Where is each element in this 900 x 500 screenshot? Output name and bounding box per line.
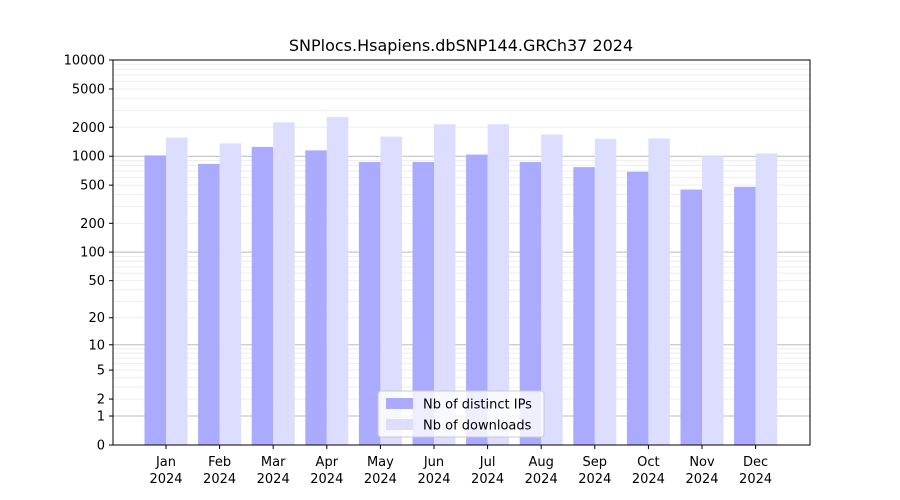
- bar-distinct-ips-dec: [734, 186, 756, 445]
- y-tick-label: 2: [97, 393, 105, 408]
- bar-distinct-ips-apr: [305, 150, 327, 445]
- x-tick-label-month: May: [367, 455, 394, 470]
- x-tick-label-month: Sep: [583, 455, 608, 470]
- legend-box: [377, 390, 545, 438]
- x-tick-label-month: Jun: [423, 455, 444, 470]
- legend-swatch: [386, 419, 413, 430]
- x-tick-label-month: Mar: [261, 455, 286, 470]
- chart-title: SNPlocs.Hsapiens.dbSNP144.GRCh37 2024: [289, 36, 633, 55]
- x-tick-label-year: 2024: [471, 472, 504, 487]
- bar-downloads-aug: [541, 134, 563, 445]
- bar-downloads-dec: [755, 153, 778, 445]
- y-tick-label: 20: [88, 311, 105, 326]
- x-tick-label-year: 2024: [257, 472, 290, 487]
- bar-downloads-jun: [434, 124, 456, 445]
- x-tick-label-year: 2024: [149, 472, 182, 487]
- bar-distinct-ips-mar: [251, 146, 274, 446]
- y-tick-label: 10000: [64, 54, 105, 69]
- x-tick-label-year: 2024: [685, 472, 718, 487]
- bar-distinct-ips-jun: [412, 162, 434, 446]
- y-tick-label: 5: [97, 364, 105, 379]
- x-tick-label-month: Dec: [743, 455, 768, 470]
- y-tick-label: 0: [97, 439, 105, 454]
- legend-swatch: [386, 398, 413, 409]
- bar-downloads-apr: [326, 117, 349, 446]
- bar-distinct-ips-jan: [144, 155, 166, 446]
- y-tick-label: 5000: [72, 82, 105, 97]
- y-tick-label: 200: [80, 217, 105, 232]
- x-tick-label-year: 2024: [578, 472, 611, 487]
- bar-downloads-sep: [594, 138, 617, 445]
- x-axis: Jan 2024 Feb 2024 Mar 2024 Apr 2024 May 2024 Jun 20…: [149, 445, 772, 487]
- y-tick-label: 10: [88, 338, 105, 353]
- bar-distinct-ips-aug: [519, 162, 542, 446]
- x-tick-label-year: 2024: [364, 472, 397, 487]
- x-tick-label-month: Nov: [689, 455, 715, 470]
- bar-downloads-oct: [648, 138, 670, 445]
- x-tick-label-month: Apr: [316, 455, 339, 470]
- x-tick-label-year: 2024: [739, 472, 772, 487]
- bar-distinct-ips-may: [358, 162, 381, 446]
- y-tick-label: 50: [88, 274, 105, 289]
- x-tick-label-year: 2024: [525, 472, 558, 487]
- x-tick-label-year: 2024: [310, 472, 343, 487]
- x-tick-label-year: 2024: [203, 472, 236, 487]
- x-tick-label-month: Feb: [208, 455, 231, 470]
- bar-downloads-may: [380, 136, 402, 445]
- bar-downloads-jan: [166, 137, 188, 445]
- x-tick-label-month: Oct: [637, 455, 659, 470]
- bar-downloads-jul: [487, 124, 510, 445]
- legend-label: Nb of downloads: [423, 419, 532, 434]
- x-tick-label-month: Jul: [479, 455, 496, 470]
- legend: Nb of distinct IPs Nb of downloads: [377, 390, 545, 438]
- bar-distinct-ips-oct: [626, 171, 649, 446]
- y-tick-label: 1000: [72, 150, 105, 165]
- bar-downloads-mar: [273, 122, 295, 445]
- x-tick-label-year: 2024: [632, 472, 665, 487]
- x-tick-label-month: Jan: [155, 455, 176, 470]
- bar-distinct-ips-jul: [466, 154, 488, 445]
- x-tick-label-month: Aug: [529, 455, 554, 470]
- y-tick-label: 500: [80, 179, 105, 194]
- bar-distinct-ips-nov: [680, 189, 702, 445]
- x-tick-label-year: 2024: [417, 472, 450, 487]
- bar-distinct-ips-feb: [198, 163, 220, 445]
- y-tick-label: 2000: [72, 121, 105, 136]
- y-tick-label: 1: [97, 410, 105, 425]
- y-tick-label: 100: [80, 246, 105, 261]
- legend-label: Nb of distinct IPs: [423, 398, 532, 413]
- bar-downloads-feb: [219, 143, 242, 445]
- y-axis: 0 1 2 5 10 20 50 100 200 500 1000 2000 5000 10000: [64, 54, 113, 454]
- bar-distinct-ips-sep: [573, 167, 595, 446]
- bar-downloads-nov: [702, 156, 724, 445]
- bars: [144, 117, 778, 446]
